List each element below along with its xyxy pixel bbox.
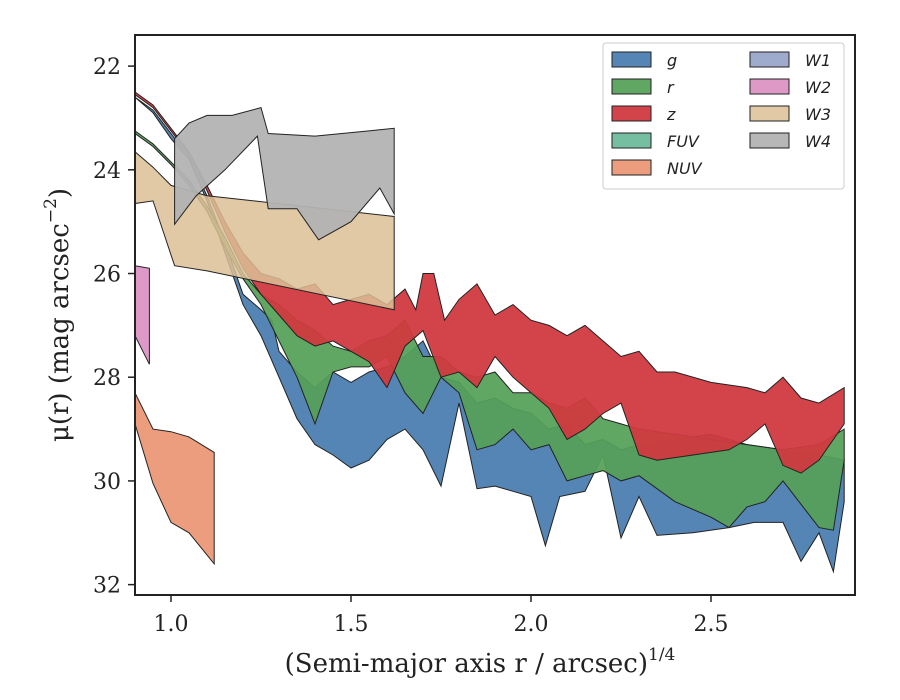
legend-swatch-w2	[749, 78, 790, 95]
legend-label-z: z	[666, 105, 676, 124]
legend-label-w4: W4	[805, 132, 831, 151]
x-tick-label: 1.0	[154, 612, 189, 637]
legend-swatch-fuv	[611, 132, 652, 149]
y-tick-label: 22	[93, 55, 121, 80]
x-tick-label: 2.5	[694, 612, 729, 637]
legend-swatch-w3	[749, 105, 790, 122]
legend-swatch-z	[611, 105, 652, 122]
y-axis-ticks: 22 24 26 28 30 32	[93, 55, 135, 599]
plot-frame	[134, 34, 856, 596]
legend-swatch-w4	[749, 132, 790, 149]
band-nuv	[134, 392, 215, 566]
legend-label-nuv: NUV	[667, 159, 703, 178]
y-tick-label: 30	[93, 470, 121, 495]
y-tick-label: 28	[93, 366, 121, 391]
band-w4	[174, 106, 395, 241]
x-axis-ticks: 1.0 1.5 2.0 2.5	[154, 595, 729, 637]
legend-label-w2: W2	[805, 78, 831, 97]
y-tick-label: 24	[93, 159, 121, 184]
band-w2	[134, 265, 150, 365]
legend-label-fuv: FUV	[667, 132, 700, 151]
legend-label-g: g	[667, 51, 677, 70]
profile-bands	[134, 91, 845, 574]
legend: grz FUV NUV W1 W2 W3 W4	[602, 42, 845, 190]
y-tick-label: 26	[93, 263, 121, 288]
x-axis-label: (Semi-major axis r / arcsec)1/4	[285, 645, 676, 679]
legend-swatch-r	[611, 78, 652, 95]
x-tick-label: 2.0	[514, 612, 549, 637]
legend-label-w3: W3	[805, 105, 831, 124]
legend-label-r: r	[667, 78, 675, 97]
y-tick-label: 32	[93, 574, 121, 599]
band-w3	[134, 150, 395, 311]
legend-swatch-w1	[749, 51, 790, 68]
y-axis-label: μ(r) (mag arcsec−2)	[41, 188, 75, 442]
x-tick-label: 1.5	[334, 612, 369, 637]
legend-swatch-nuv	[611, 159, 652, 176]
legend-swatch-g	[611, 51, 652, 68]
legend-label-w1: W1	[805, 51, 831, 70]
